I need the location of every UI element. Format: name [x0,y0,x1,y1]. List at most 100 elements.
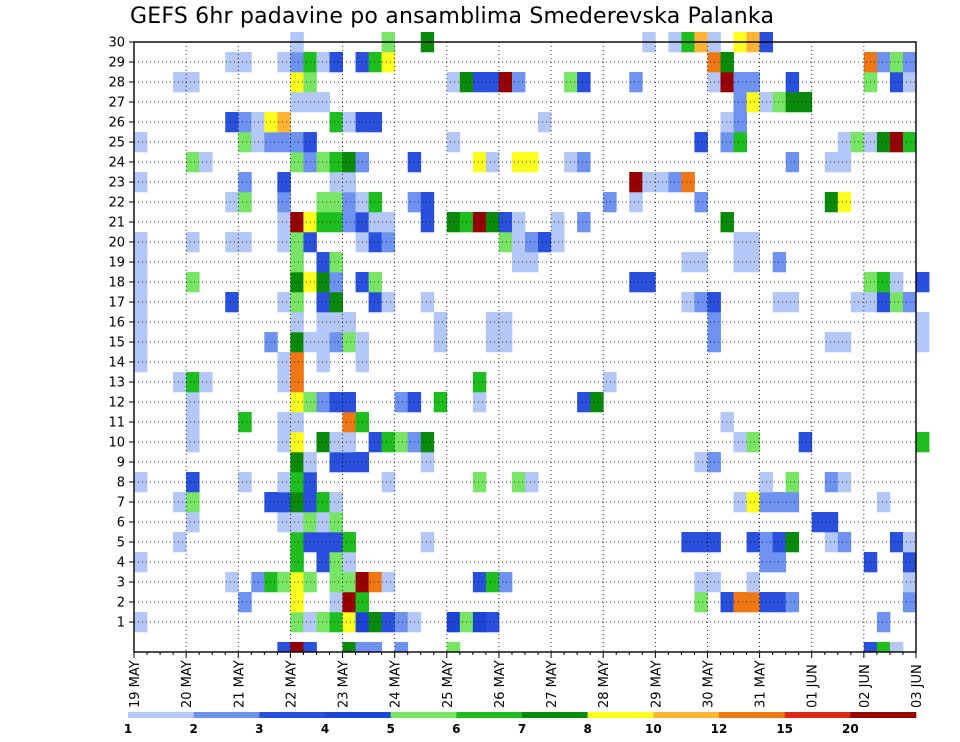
heatmap-cell [629,172,643,193]
heatmap-cell [916,332,930,353]
heatmap-cell [199,152,213,173]
heatmap-cell [290,372,304,393]
heatmap-cell [837,192,852,213]
heatmap-cell [577,392,591,413]
legend-swatch [259,712,326,718]
heatmap-cell [290,612,304,633]
heatmap-cell [876,642,891,652]
heatmap-cell [681,172,695,193]
x-tick-label: 02 JUN [858,664,873,708]
heatmap-cell [316,192,330,213]
heatmap-cell [485,152,500,173]
heatmap-cell [277,352,291,373]
y-tick-label: 19 [108,256,125,271]
heatmap-cell [420,292,435,313]
heatmap-cell [238,412,252,433]
heatmap-cell [186,372,200,393]
heatmap-cell [551,212,565,233]
heatmap-cell [694,572,708,593]
heatmap-cell [290,52,304,73]
heatmap-cell [681,532,695,553]
heatmap-cell [238,112,252,133]
heatmap-cell [824,192,839,213]
heatmap-cell [342,332,356,353]
y-tick-label: 7 [117,496,125,511]
heatmap-cell [876,132,891,153]
heatmap-cell [538,112,552,133]
legend-swatch [325,712,391,718]
y-tick-label: 5 [117,536,125,551]
x-tick-label: 22 MAY [284,660,299,708]
heatmap-cell [225,52,239,73]
legend-label: 20 [842,722,859,736]
legend-label: 5 [386,722,394,736]
heatmap-cell [368,272,383,293]
heatmap-cell [316,212,330,233]
heatmap-cell [525,472,539,493]
heatmap-cell [290,432,304,453]
heatmap-cell [368,612,383,633]
heatmap-cell [290,252,304,273]
heatmap-cell [694,452,708,473]
heatmap-cell [394,432,409,453]
y-tick-label: 25 [108,136,125,151]
y-tick-label: 12 [108,396,125,411]
heatmap-cell [316,52,330,73]
heatmap-cell [264,572,278,593]
heatmap-cell [746,572,760,593]
x-tick-label: 01 JUN [806,664,821,708]
heatmap-cell [264,132,278,153]
heatmap-cell [889,52,904,73]
heatmap-cell [277,372,291,393]
heatmap-cell [277,512,291,533]
heatmap-cell [720,112,734,133]
heatmap-cell [577,72,591,93]
heatmap-cell [238,472,252,493]
heatmap-cell [681,252,695,273]
y-tick-label: 9 [117,456,125,471]
heatmap-cell [238,132,252,153]
heatmap-cell [720,412,734,433]
heatmap-cell [134,332,148,353]
heatmap-cell [498,232,513,253]
heatmap-cell [472,212,487,233]
heatmap-cell [290,72,304,93]
y-tick-label: 18 [108,276,125,291]
heatmap-cell [368,52,383,73]
heatmap-cell [681,292,695,313]
heatmap-cell [134,232,148,253]
heatmap-cell [772,92,787,113]
heatmap-cell [694,252,708,273]
heatmap-cell [173,372,187,393]
legend-swatch [653,712,720,718]
heatmap-cell [746,492,760,513]
heatmap-cell [889,292,904,313]
heatmap-cell [472,72,487,93]
legend-label: 10 [645,722,662,736]
y-tick-label: 6 [117,516,125,531]
y-tick-label: 11 [108,416,125,431]
heatmap-cell [668,172,682,193]
heatmap-cell [277,432,291,453]
heatmap-cell [342,642,356,652]
heatmap-cell [134,272,148,293]
heatmap-cell [746,92,760,113]
heatmap-cell [368,432,383,453]
heatmap-cell [433,312,448,333]
heatmap-cell [798,92,813,113]
y-tick-label: 22 [108,196,125,211]
heatmap-cell [446,612,461,633]
heatmap-cell [694,192,708,213]
heatmap-cell [746,592,760,613]
heatmap-cell [238,172,252,193]
y-tick-label: 8 [117,476,125,491]
heatmap-cell [290,412,304,433]
heatmap-cell [472,612,487,633]
heatmap-cell [498,72,513,93]
y-tick-label: 30 [108,36,125,51]
heatmap-cell [238,232,252,253]
heatmap-cell [446,212,461,233]
heatmap-cell [225,232,239,253]
heatmap-cell [720,72,734,93]
y-tick-label: 21 [108,216,125,231]
